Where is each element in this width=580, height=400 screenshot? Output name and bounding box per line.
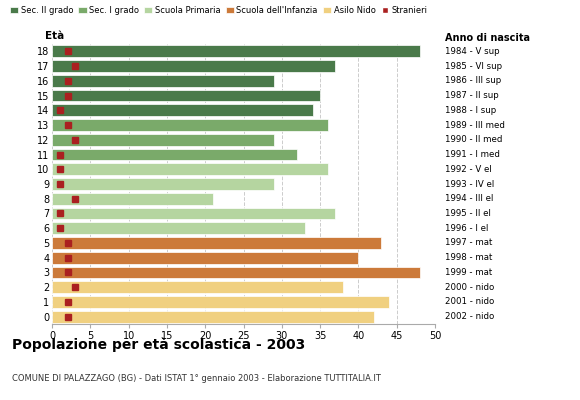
- Legend: Sec. II grado, Sec. I grado, Scuola Primaria, Scuola dell'Infanzia, Asilo Nido, : Sec. II grado, Sec. I grado, Scuola Prim…: [10, 6, 427, 15]
- Bar: [52, 237, 382, 249]
- Bar: [52, 208, 335, 219]
- Text: 1995 - II el: 1995 - II el: [445, 209, 491, 218]
- Text: 1992 - V el: 1992 - V el: [445, 165, 492, 174]
- Text: 2002 - nido: 2002 - nido: [445, 312, 494, 321]
- Text: 1994 - III el: 1994 - III el: [445, 194, 494, 203]
- Bar: [52, 60, 335, 72]
- Bar: [52, 134, 274, 146]
- Bar: [52, 104, 313, 116]
- Text: Popolazione per età scolastica - 2003: Popolazione per età scolastica - 2003: [12, 338, 305, 352]
- Text: 1986 - III sup: 1986 - III sup: [445, 76, 501, 85]
- Text: COMUNE DI PALAZZAGO (BG) - Dati ISTAT 1° gennaio 2003 - Elaborazione TUTTITALIA.: COMUNE DI PALAZZAGO (BG) - Dati ISTAT 1°…: [12, 374, 380, 383]
- Text: 1985 - VI sup: 1985 - VI sup: [445, 62, 502, 71]
- Text: 2001 - nido: 2001 - nido: [445, 297, 494, 306]
- Bar: [52, 266, 420, 278]
- Text: 1999 - mat: 1999 - mat: [445, 268, 492, 277]
- Text: Anno di nascita: Anno di nascita: [445, 32, 530, 42]
- Text: 1987 - II sup: 1987 - II sup: [445, 91, 499, 100]
- Bar: [52, 311, 374, 322]
- Text: 1997 - mat: 1997 - mat: [445, 238, 492, 248]
- Bar: [52, 281, 343, 293]
- Bar: [52, 75, 274, 87]
- Bar: [52, 178, 274, 190]
- Text: 1988 - I sup: 1988 - I sup: [445, 106, 496, 115]
- Text: 1991 - I med: 1991 - I med: [445, 150, 500, 159]
- Bar: [52, 193, 213, 205]
- Bar: [52, 252, 358, 264]
- Text: Età: Età: [45, 31, 64, 41]
- Text: 1993 - IV el: 1993 - IV el: [445, 180, 494, 188]
- Bar: [52, 163, 328, 175]
- Bar: [52, 296, 389, 308]
- Bar: [52, 149, 297, 160]
- Text: 1996 - I el: 1996 - I el: [445, 224, 488, 233]
- Bar: [52, 90, 320, 102]
- Text: 1990 - II med: 1990 - II med: [445, 135, 502, 144]
- Bar: [52, 222, 305, 234]
- Text: 1998 - mat: 1998 - mat: [445, 253, 492, 262]
- Bar: [52, 119, 328, 131]
- Text: 1984 - V sup: 1984 - V sup: [445, 47, 499, 56]
- Text: 1989 - III med: 1989 - III med: [445, 120, 505, 130]
- Bar: [52, 46, 420, 57]
- Text: 2000 - nido: 2000 - nido: [445, 283, 494, 292]
